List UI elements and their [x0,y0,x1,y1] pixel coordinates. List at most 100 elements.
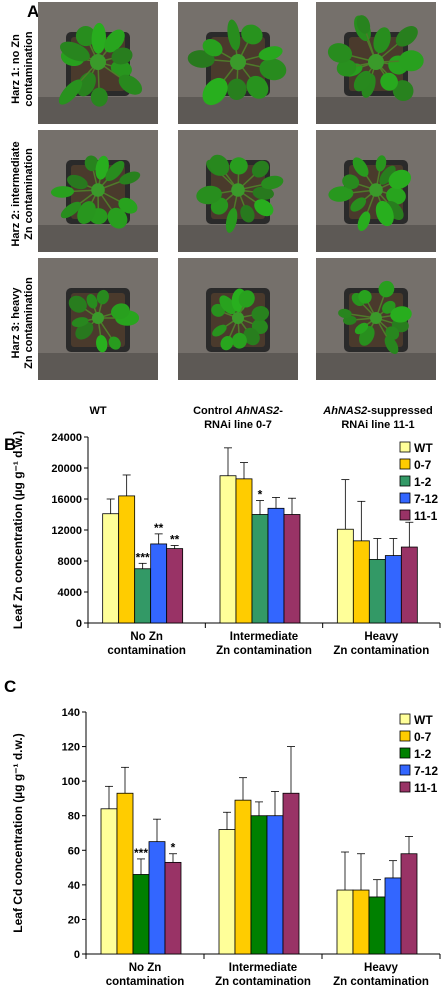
bar [352,540,370,624]
col-label-line: WT [38,404,158,418]
bar [352,889,370,955]
significance-marker: ** [170,533,180,547]
plant-photo [178,258,298,380]
x-category-label: contamination [107,645,186,657]
plant-photo [38,130,158,252]
plant-photo [316,2,436,124]
col-label-text: Control [193,405,236,417]
bar [118,495,136,624]
bar [267,507,285,624]
legend-swatch [399,458,411,470]
y-axis-label: Leaf Zn concentration (µg g⁻¹ d.w.) [11,431,25,629]
y-tick-label: 140 [62,707,80,719]
col-label-line: Control AhNAS2- [172,404,304,418]
significance-marker: * [258,488,263,502]
x-category-label: No Zn [130,631,163,643]
col-label-line: AhNAS2-suppressed [310,404,446,418]
y-tick-label: 20 [68,914,80,926]
bar [336,528,354,624]
row-label-harz-2: Harz 2: intermediate Zn contamination [10,135,35,253]
col-label-text: WT [89,405,107,417]
bar [266,815,284,955]
bar [164,861,182,955]
y-tick-label: 60 [68,845,80,857]
y-tick-label: 0 [74,949,80,961]
bar [368,559,386,624]
significance-marker: * [171,841,176,855]
legend-swatch [399,713,411,725]
legend-label: 7-12 [414,492,438,506]
bar [100,808,118,955]
panel-letter: C [4,677,16,696]
plant-photo [316,130,436,252]
y-tick-label: 16000 [51,494,82,506]
x-category-label: Intermediate [229,962,297,974]
legend-label: WT [414,713,433,727]
row-label-line: Harz 3: heavy [10,287,22,359]
x-category-label: contamination [106,976,185,988]
x-category-label: No Zn [129,962,162,974]
panel-letter: B [4,435,16,454]
y-tick-label: 12000 [51,525,82,537]
x-category-label: Zn contamination [333,976,429,988]
y-tick-label: 100 [62,776,80,788]
legend-label: 7-12 [414,764,438,778]
row-label-line: Zn contamination [23,148,35,240]
bar [235,478,253,624]
legend-label: 11-1 [414,781,438,795]
plant-photo [178,130,298,252]
x-category-label: Heavy [364,962,398,974]
col-label-suppressed: AhNAS2-suppressed RNAi line 11-1 [310,404,446,432]
bar [250,815,268,955]
cd-concentration-chart: C Leaf Cd concentration (µg g⁻¹ d.w.) 0 20 4… [4,677,441,988]
bar [134,568,152,624]
row-label-line: Zn contamination [23,277,35,369]
x-category-label: Zn contamination [215,976,311,988]
plant-photo [38,258,158,380]
bar [282,792,300,955]
row-label-harz-1: Harz 1: no Zn contamination [10,10,35,128]
x-category-label: Zn contamination [216,645,312,657]
x-category-label: Intermediate [230,631,298,643]
plant-photo [38,2,158,124]
legend-swatch [399,492,411,504]
x-category-label: Heavy [364,631,398,643]
legend-swatch [399,509,411,521]
bar [148,841,166,955]
legend-swatch [399,730,411,742]
col-label-text: -suppressed [367,405,433,417]
y-tick-label: 4000 [58,587,82,599]
bar [234,799,252,955]
bar [336,889,354,955]
col-label-line: RNAi line 11-1 [341,419,415,431]
legend-label: WT [414,441,433,455]
y-tick-label: 0 [76,618,82,630]
plant-photo [316,258,436,380]
y-tick-label: 120 [62,742,80,754]
significance-marker: *** [136,550,150,564]
row-label-line: contamination [23,31,35,107]
bar [400,546,418,624]
bar [368,896,386,955]
legend-label: 1-2 [414,747,432,761]
legend-label: 11-1 [414,509,438,523]
bar [251,514,269,624]
bar [384,555,402,624]
y-tick-label: 20000 [51,463,82,475]
bar [384,877,402,955]
legend-label: 0-7 [414,730,432,744]
col-label-wt: WT [38,404,158,418]
bar [150,543,168,624]
legend-swatch [399,441,411,453]
y-tick-label: 80 [68,811,80,823]
legend-swatch [399,764,411,776]
col-label-control: Control AhNAS2- RNAi line 0-7 [172,404,304,432]
significance-marker: *** [134,846,148,860]
y-tick-label: 24000 [51,432,82,444]
y-tick-label: 8000 [58,556,82,568]
panel-a-letter: A [27,2,40,21]
bar [219,475,237,624]
bar [102,513,120,624]
y-axis-label: Leaf Cd concentration (µg g⁻¹ d.w.) [11,733,25,932]
